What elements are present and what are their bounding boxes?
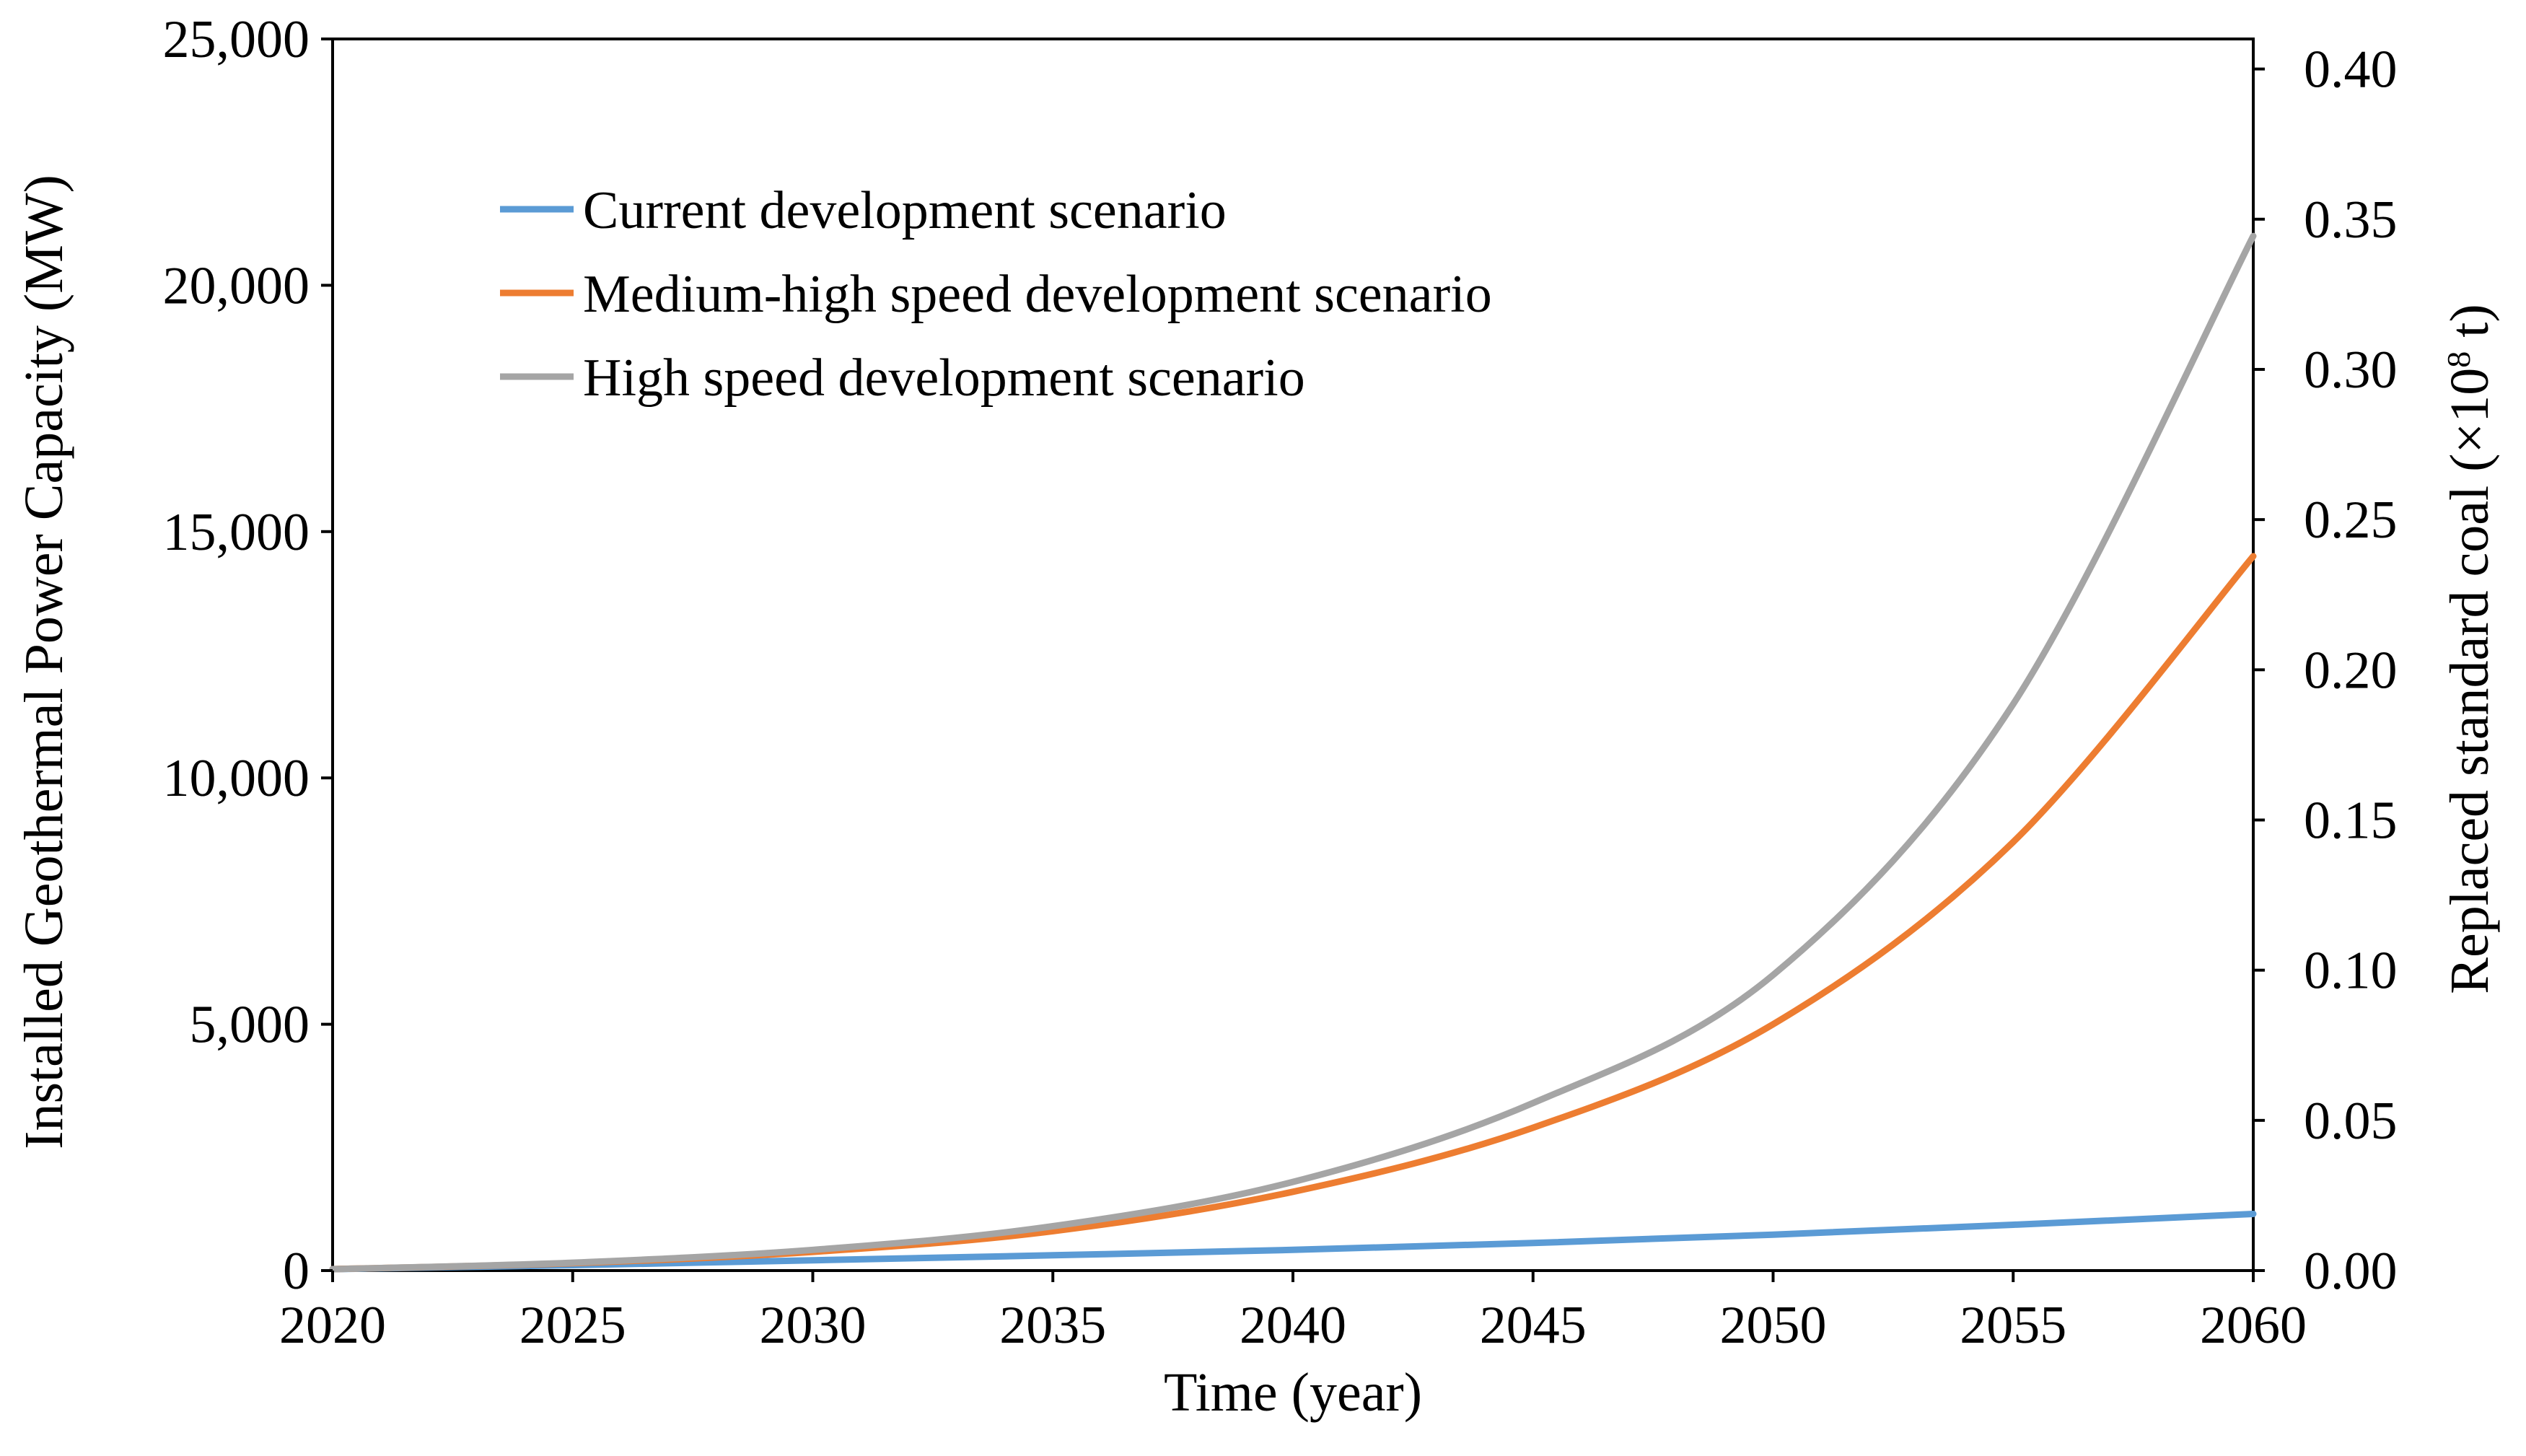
right-y-axis-title-suffix: t) [2439, 304, 2500, 351]
right-y-axis-title-prefix: Replaced standard coal (×10 [2439, 368, 2500, 994]
y2-tick-label: 0.20 [2304, 641, 2398, 700]
y2-tick-label: 0.10 [2304, 942, 2398, 1001]
y2-tick-label: 0.35 [2304, 190, 2398, 250]
right-y-axis-title: Replaced standard coal (×108 t) [2439, 304, 2500, 994]
right-y-axis-title-exponent: 8 [2440, 351, 2477, 368]
x-tick-label: 2025 [519, 1296, 626, 1355]
x-axis-title: Time (year) [1164, 1362, 1422, 1423]
x-tick-label: 2055 [1960, 1296, 2066, 1355]
y-tick-label: 25,000 [163, 10, 310, 69]
left-y-axis-title: Installed Geothermal Power Capacity (MW) [14, 175, 74, 1149]
right-y-axis-ticks: 0.00 0.05 0.10 0.15 0.20 0.25 0.30 0.35 0.40 [2253, 40, 2398, 1301]
x-tick-label: 2020 [279, 1296, 386, 1355]
y-tick-label: 20,000 [163, 256, 310, 315]
x-axis-ticks: 2020 2025 2030 2035 2040 2045 2050 2055 2060 [279, 1271, 2307, 1355]
y-tick-label: 5,000 [190, 996, 310, 1055]
legend-label-2: Medium-high speed development scenario [583, 265, 1492, 324]
y-tick-label: 0 [283, 1242, 310, 1301]
y-tick-label: 15,000 [163, 503, 310, 562]
x-tick-label: 2045 [1480, 1296, 1587, 1355]
legend-label-3: High speed development scenario [583, 348, 1305, 408]
left-y-axis-ticks: 0 5,000 10,000 15,000 20,000 25,000 [163, 10, 333, 1301]
x-tick-label: 2035 [999, 1296, 1106, 1355]
series-line-3 [329, 232, 2257, 1273]
y2-tick-label: 0.40 [2304, 40, 2398, 100]
series-layer [329, 232, 2257, 1273]
x-tick-label: 2030 [760, 1296, 867, 1355]
y2-tick-label: 0.15 [2304, 791, 2398, 850]
y2-tick-label: 0.25 [2304, 491, 2398, 550]
y2-tick-label: 0.00 [2304, 1242, 2398, 1301]
series-line-1 [329, 1211, 2257, 1273]
series-line-2 [329, 553, 2257, 1273]
y2-tick-label: 0.30 [2304, 341, 2398, 400]
x-tick-label: 2050 [1720, 1296, 1827, 1355]
x-tick-label: 2040 [1240, 1296, 1346, 1355]
y-tick-label: 10,000 [163, 749, 310, 808]
x-tick-label: 2060 [2200, 1296, 2307, 1355]
legend-label-1: Current development scenario [583, 181, 1227, 240]
legend: Current development scenario Medium-high … [500, 181, 1492, 408]
y2-tick-label: 0.05 [2304, 1092, 2398, 1151]
